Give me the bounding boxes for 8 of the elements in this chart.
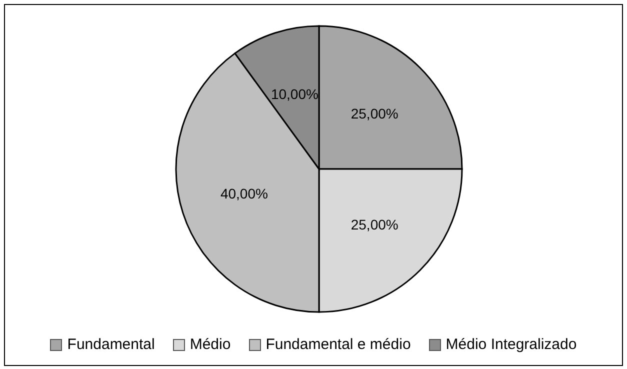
data-label: 25,00% <box>350 105 398 122</box>
legend-label: Fundamental <box>67 336 155 353</box>
data-label: 25,00% <box>350 216 398 233</box>
legend-label: Fundamental e médio <box>266 336 411 353</box>
data-label: 10,00% <box>270 86 318 102</box>
data-label: 40,00% <box>220 185 268 202</box>
legend-label: Médio <box>190 336 231 353</box>
legend-label: Médio Integralizado <box>446 336 577 353</box>
